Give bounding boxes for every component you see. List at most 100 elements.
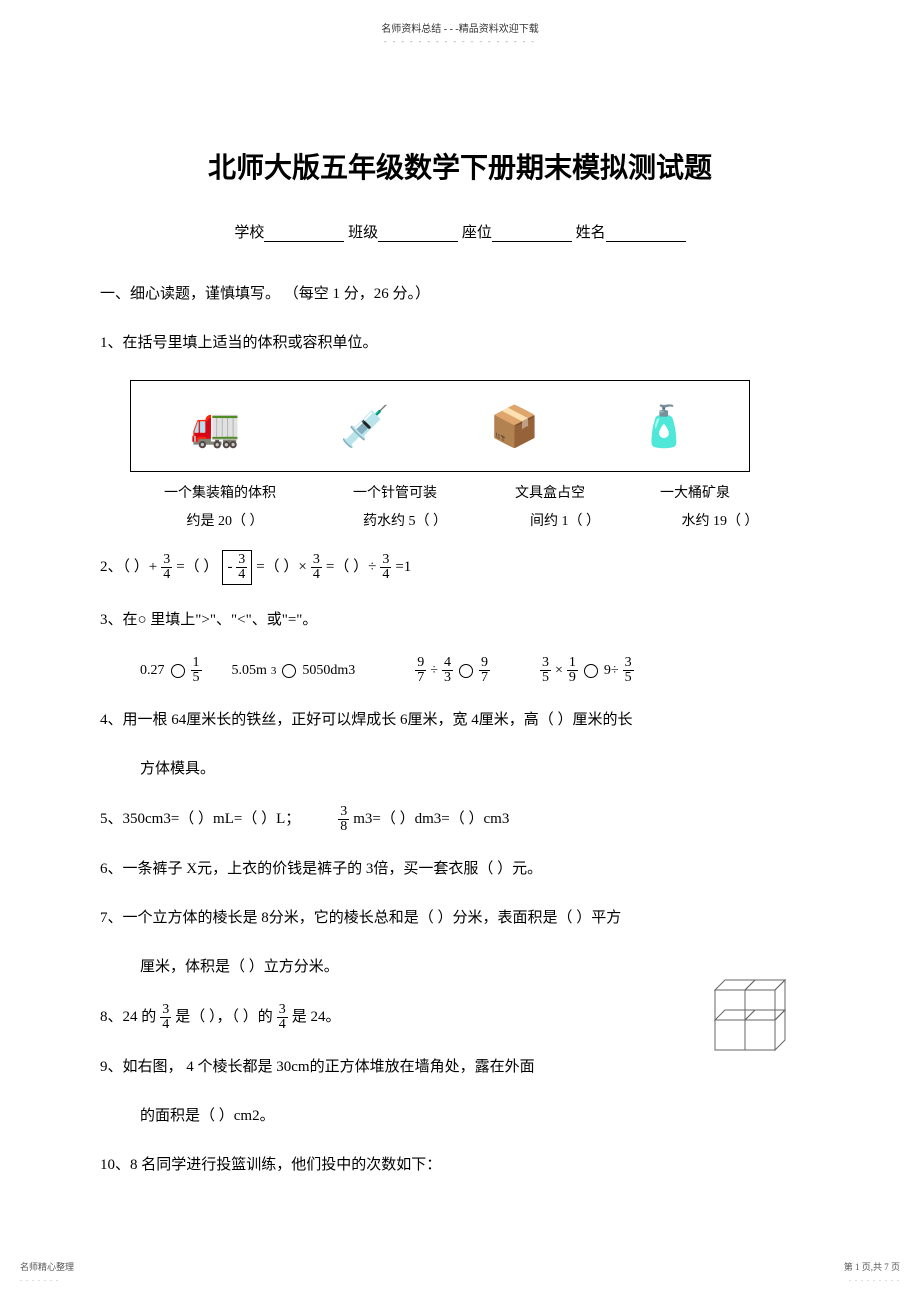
q8-b: 是（ ），（ ）的 — [175, 1004, 273, 1031]
pencilbox-image: 📦 — [455, 396, 575, 456]
circle-icon — [282, 664, 296, 678]
frac-num: 3 — [380, 553, 391, 568]
frac-num: 3 — [277, 1003, 288, 1018]
circle-icon — [459, 664, 473, 678]
q5-b: m3=（ ）dm3=（ ）cm3 — [353, 806, 509, 833]
circle-icon — [171, 664, 185, 678]
question-1: 1、在括号里填上适当的体积或容积单位。 — [100, 328, 820, 358]
q2-text-d: =（ ）÷ — [326, 554, 376, 581]
caption-1-3: 文具盒占空 — [480, 482, 620, 502]
frac-num: 1 — [191, 656, 202, 671]
question-7-a: 7、一个立方体的棱长是 8分米，它的棱长总和是（ ）分米，表面积是（ ）平方 — [100, 905, 820, 932]
comp2-sup: 3 — [271, 665, 277, 677]
name-blank — [606, 226, 686, 242]
comp2-c: 5050dm3 — [302, 663, 355, 679]
frac-num: 9 — [415, 656, 426, 671]
frac-den: 4 — [380, 568, 391, 582]
frac-1-9: 19 — [567, 656, 578, 685]
header-top: 名师资料总结 - - -精品资料欢迎下载 — [0, 0, 920, 35]
image-row: 🚛 💉 📦 🧴 — [130, 380, 750, 472]
frac-3-4-q8b: 34 — [277, 1003, 288, 1032]
comp2-a: 5.05m — [232, 663, 267, 679]
frac-num: 4 — [442, 656, 453, 671]
caption-row-1: 一个集装箱的体积 一个针管可装 文具盒占空 一大桶矿泉 — [130, 482, 770, 502]
caption-1-2: 一个针管可装 — [310, 482, 480, 502]
frac-num: 3 — [161, 553, 172, 568]
frac-den: 7 — [479, 671, 490, 685]
frac-3-8: 38 — [338, 805, 349, 834]
q2-box: - 34 — [222, 550, 252, 585]
footer-dots-left: . . . . . . . — [20, 1274, 59, 1283]
comp1-a: 0.27 — [140, 663, 165, 679]
frac-3-4-a: 34 — [161, 553, 172, 582]
question-9-b: 的面积是（ ）cm2。 — [140, 1103, 820, 1130]
frac-1-5: 15 — [191, 656, 202, 685]
footer-dots-right: . . . . . . . . . — [849, 1274, 900, 1283]
compare-4: 35 × 19 9÷ 35 — [540, 656, 634, 685]
frac-den: 5 — [191, 671, 202, 685]
q2-text-b: =（ ） — [176, 554, 218, 581]
frac-den: 5 — [540, 671, 551, 685]
seat-label: 座位 — [462, 221, 492, 242]
question-5: 5、350cm3=（ ）mL=（ ）L； 38 m3=（ ）dm3=（ ）cm3 — [100, 805, 820, 834]
cube-diagram — [660, 960, 820, 1070]
header-dots: - - - - - - - - - - - - - - - - - - — [0, 37, 920, 46]
q5-a: 5、350cm3=（ ）mL=（ ）L； — [100, 806, 300, 833]
caption-row-2: 约是 20（ ） 药水约 5（ ） 间约 1（ ） 水约 19（ ） — [130, 510, 810, 530]
name-label: 姓名 — [576, 221, 606, 242]
frac-num: 1 — [567, 656, 578, 671]
frac-num: 3 — [160, 1003, 171, 1018]
caption-2-2: 药水约 5（ ） — [320, 510, 490, 530]
compare-1: 0.27 15 — [140, 656, 202, 685]
frac-4-3: 43 — [442, 656, 453, 685]
frac-den: 4 — [160, 1018, 171, 1032]
question-4-a: 4、用一根 64厘米长的铁丝，正好可以焊成长 6厘米，宽 4厘米，高（ ）厘米的… — [100, 707, 820, 734]
class-label: 班级 — [348, 221, 378, 242]
question-4-b: 方体模具。 — [140, 756, 820, 783]
frac-den: 3 — [442, 671, 453, 685]
frac-3-4-b: 34 — [236, 553, 247, 582]
syringe-image: 💉 — [305, 396, 425, 456]
frac-num: 3 — [338, 805, 349, 820]
frac-den: 8 — [338, 820, 349, 834]
q2-text-e: =1 — [395, 554, 411, 581]
seat-blank — [492, 226, 572, 242]
student-info-line: 学校 班级 座位 姓名 — [100, 221, 820, 242]
frac-den: 5 — [623, 671, 634, 685]
frac-3-4-q8a: 34 — [160, 1003, 171, 1032]
frac-3-5-a: 35 — [540, 656, 551, 685]
circle-icon — [584, 664, 598, 678]
caption-2-4: 水约 19（ ） — [640, 510, 800, 530]
frac-3-4-c: 34 — [311, 553, 322, 582]
frac-9-7-b: 97 — [479, 656, 490, 685]
compare-2: 5.05m 3 5050dm3 — [232, 663, 356, 679]
frac-den: 4 — [311, 568, 322, 582]
question-2: 2、（ ）+ 34 =（ ） - 34 =（ ）× 34 =（ ）÷ 34 =1 — [100, 550, 820, 585]
frac-num: 3 — [236, 553, 247, 568]
compare-3: 97 ÷ 43 97 — [415, 656, 490, 685]
frac-num: 3 — [540, 656, 551, 671]
class-blank — [378, 226, 458, 242]
frac-num: 9 — [479, 656, 490, 671]
q8-a: 8、24 的 — [100, 1004, 156, 1031]
frac-den: 4 — [161, 568, 172, 582]
frac-num: 3 — [311, 553, 322, 568]
q2-text-c: =（ ）× — [256, 554, 307, 581]
school-label: 学校 — [234, 221, 264, 242]
compare-row: 0.27 15 5.05m 3 5050dm3 97 ÷ 43 97 35 × … — [140, 656, 820, 685]
frac-num: 3 — [623, 656, 634, 671]
question-10: 10、8 名同学进行投篮训练，他们投中的次数如下： — [100, 1152, 820, 1179]
footer-right: 第 1 页,共 7 页 — [844, 1260, 900, 1273]
truck-image: 🚛 — [156, 396, 276, 456]
frac-den: 7 — [415, 671, 426, 685]
q8-c: 是 24。 — [292, 1004, 341, 1031]
page-title: 北师大版五年级数学下册期末模拟测试题 — [100, 146, 820, 186]
question-3: 3、在○ 里填上">"、"<"、或"="。 — [100, 607, 820, 634]
caption-2-3: 间约 1（ ） — [490, 510, 640, 530]
q2-text-a: 2、（ ）+ — [100, 554, 157, 581]
frac-3-4-d: 34 — [380, 553, 391, 582]
caption-2-1: 约是 20（ ） — [130, 510, 320, 530]
footer-left: 名师精心整理 — [20, 1260, 74, 1273]
section-1-title: 一、细心读题，谨慎填写。 （每空 1 分，26 分。） — [100, 282, 820, 303]
frac-3-5-b: 35 — [623, 656, 634, 685]
